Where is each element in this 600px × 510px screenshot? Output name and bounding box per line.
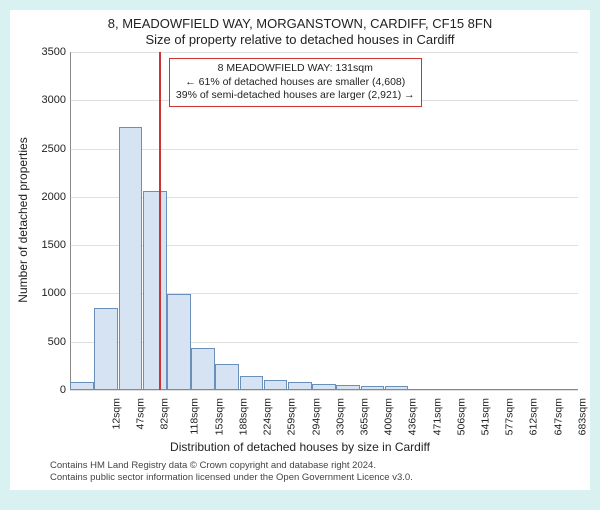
y-axis-line <box>70 52 71 390</box>
y-tick-label: 2000 <box>26 191 66 203</box>
x-tick-label: 188sqm <box>237 398 249 435</box>
y-tick-label: 0 <box>26 384 66 396</box>
x-tick-label: 224sqm <box>262 398 274 435</box>
histogram-bar <box>264 380 288 390</box>
x-tick-label: 294sqm <box>310 398 322 435</box>
x-tick-label: 400sqm <box>383 398 395 435</box>
x-tick-label: 259sqm <box>286 398 298 435</box>
annotation-line2: ← 61% of detached houses are smaller (4,… <box>176 76 415 90</box>
y-tick-label: 3000 <box>26 94 66 106</box>
histogram-bar <box>336 385 360 390</box>
annotation-line1: 8 MEADOWFIELD WAY: 131sqm <box>176 62 415 76</box>
y-tick-label: 3500 <box>26 46 66 58</box>
x-tick-label: 118sqm <box>188 398 200 435</box>
histogram-bar <box>143 191 167 390</box>
x-tick-label: 47sqm <box>135 398 147 430</box>
histogram-bar <box>312 384 336 390</box>
histogram-bar <box>119 127 143 390</box>
histogram-bar <box>191 348 215 390</box>
gridline <box>70 390 578 391</box>
gridline <box>70 149 578 150</box>
x-tick-label: 153sqm <box>213 398 225 435</box>
histogram-bar <box>215 364 239 390</box>
x-tick-label: 541sqm <box>479 398 491 435</box>
x-tick-label: 12sqm <box>111 398 123 430</box>
y-tick-label: 1000 <box>26 287 66 299</box>
chart-container: 8, MEADOWFIELD WAY, MORGANSTOWN, CARDIFF… <box>10 10 590 490</box>
x-tick-label: 365sqm <box>358 398 370 435</box>
histogram-bar <box>94 308 118 390</box>
footer-line2: Contains public sector information licen… <box>50 472 413 484</box>
x-tick-label: 82sqm <box>159 398 171 430</box>
histogram-bar <box>70 382 94 390</box>
x-tick-label: 471sqm <box>431 398 443 435</box>
histogram-bar <box>288 382 312 390</box>
histogram-bar <box>385 386 409 390</box>
annotation-line3: 39% of semi-detached houses are larger (… <box>176 89 415 103</box>
x-axis-title: Distribution of detached houses by size … <box>10 440 590 454</box>
x-tick-label: 612sqm <box>528 398 540 435</box>
histogram-bar <box>167 294 191 390</box>
x-tick-label: 330sqm <box>334 398 346 435</box>
annotation-box: 8 MEADOWFIELD WAY: 131sqm← 61% of detach… <box>169 58 422 107</box>
footer-text: Contains HM Land Registry data © Crown c… <box>50 460 413 484</box>
plot-area: 8 MEADOWFIELD WAY: 131sqm← 61% of detach… <box>70 52 578 390</box>
histogram-bar <box>361 386 385 390</box>
gridline <box>70 52 578 53</box>
y-tick-label: 1500 <box>26 239 66 251</box>
x-tick-label: 577sqm <box>504 398 516 435</box>
x-tick-label: 506sqm <box>455 398 467 435</box>
y-tick-label: 2500 <box>26 143 66 155</box>
y-tick-label: 500 <box>26 336 66 348</box>
x-tick-label: 436sqm <box>407 398 419 435</box>
reference-line <box>159 52 161 390</box>
chart-title-line1: 8, MEADOWFIELD WAY, MORGANSTOWN, CARDIFF… <box>10 16 590 31</box>
chart-title-line2: Size of property relative to detached ho… <box>10 32 590 47</box>
footer-line1: Contains HM Land Registry data © Crown c… <box>50 460 413 472</box>
histogram-bar <box>240 376 264 390</box>
x-tick-label: 647sqm <box>552 398 564 435</box>
x-tick-label: 683sqm <box>576 398 588 435</box>
